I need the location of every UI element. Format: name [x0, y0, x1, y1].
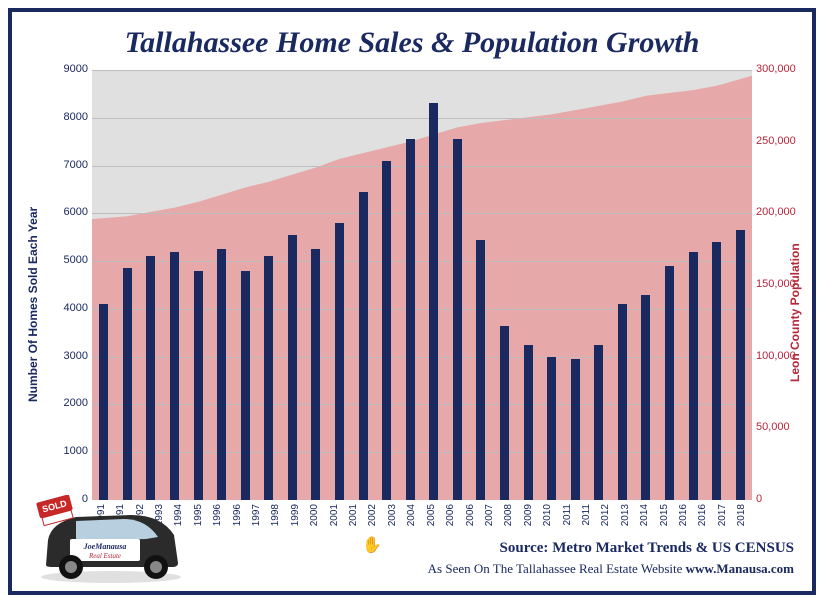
bar [571, 359, 580, 500]
svg-text:JoeManausa: JoeManausa [83, 542, 127, 551]
grid-line [92, 452, 752, 453]
x-tick: 1996 [232, 504, 243, 526]
bar [382, 161, 391, 500]
bar [217, 249, 226, 500]
grid-line [92, 70, 752, 71]
grid-line [92, 357, 752, 358]
y-left-tick: 2000 [50, 397, 88, 409]
bar [311, 249, 320, 500]
bar [736, 230, 745, 500]
plot-area [92, 70, 752, 500]
bar [288, 235, 297, 500]
y-right-tick: 100,000 [756, 350, 796, 362]
bar [194, 271, 203, 500]
source-prefix: Source: [500, 540, 553, 556]
x-tick: 2006 [445, 504, 456, 526]
y-left-tick: 7000 [50, 159, 88, 171]
bar [406, 139, 415, 500]
x-tick: 2017 [717, 504, 728, 526]
y-axis-left-title: Number Of Homes Sold Each Year [26, 162, 40, 402]
x-tick: 2006 [465, 504, 476, 526]
seen-on-line: As Seen On The Tallahassee Real Estate W… [428, 561, 794, 577]
x-tick: 1998 [270, 504, 281, 526]
bar [594, 345, 603, 500]
y-left-tick: 9000 [50, 63, 88, 75]
x-tick: 2008 [503, 504, 514, 526]
chart-frame: Tallahassee Home Sales & Population Grow… [8, 8, 816, 595]
x-tick: 2016 [697, 504, 708, 526]
x-tick: 2011 [581, 504, 592, 526]
grid-line [92, 213, 752, 214]
svg-text:Real Estate: Real Estate [88, 552, 121, 560]
grid-line [92, 261, 752, 262]
x-tick: 2011 [562, 504, 573, 526]
bar [453, 139, 462, 500]
x-tick: 2014 [639, 504, 650, 526]
bar [99, 304, 108, 500]
bar [524, 345, 533, 500]
bar [476, 240, 485, 500]
x-tick: 2009 [523, 504, 534, 526]
x-tick: 2016 [678, 504, 689, 526]
y-right-tick: 200,000 [756, 206, 796, 218]
x-tick: 2003 [387, 504, 398, 526]
x-tick: 2012 [600, 504, 611, 526]
x-tick: 2000 [309, 504, 320, 526]
grid-line [92, 404, 752, 405]
hand-icon: ✋ [362, 535, 382, 555]
x-tick: 1999 [290, 504, 301, 526]
y-left-tick: 3000 [50, 350, 88, 362]
x-tick: 2004 [406, 504, 417, 526]
bar [264, 256, 273, 500]
x-tick: 2015 [659, 504, 670, 526]
y-right-tick: 300,000 [756, 63, 796, 75]
y-left-tick: 5000 [50, 254, 88, 266]
bar [665, 266, 674, 500]
bar [712, 242, 721, 500]
x-tick: 2005 [426, 504, 437, 526]
x-tick: 2002 [367, 504, 378, 526]
grid-line [92, 118, 752, 119]
bar [123, 268, 132, 500]
bar [359, 192, 368, 500]
x-tick: 2013 [620, 504, 631, 526]
bar [335, 223, 344, 500]
bar [429, 103, 438, 500]
y-left-tick: 1000 [50, 445, 88, 457]
bar [500, 326, 509, 500]
bar [146, 256, 155, 500]
grid-line [92, 309, 752, 310]
grid-line [92, 166, 752, 167]
x-tick: 1997 [251, 504, 262, 526]
source-text: Metro Market Trends & US CENSUS [552, 540, 794, 556]
y-right-tick: 150,000 [756, 278, 796, 290]
seen-on-text: As Seen On The Tallahassee Real Estate W… [428, 561, 686, 576]
x-tick: 1996 [212, 504, 223, 526]
bar [641, 295, 650, 500]
x-tick: 2007 [484, 504, 495, 526]
x-tick: 2010 [542, 504, 553, 526]
bar [241, 271, 250, 500]
y-right-tick: 0 [756, 493, 762, 505]
chart-title: Tallahassee Home Sales & Population Grow… [12, 26, 812, 60]
x-tick: 2001 [329, 504, 340, 526]
x-tick: 2018 [736, 504, 747, 526]
x-tick: 2001 [348, 504, 359, 526]
population-area [92, 70, 752, 500]
y-left-tick: 8000 [50, 111, 88, 123]
bar [689, 252, 698, 500]
y-right-tick: 50,000 [756, 421, 790, 433]
bar [547, 357, 556, 500]
y-right-tick: 250,000 [756, 135, 796, 147]
bar [618, 304, 627, 500]
source-line: Source: Metro Market Trends & US CENSUS [500, 540, 794, 557]
y-left-tick: 4000 [50, 302, 88, 314]
brand-car-logo: JoeManausa Real Estate SOLD [26, 495, 196, 585]
y-left-tick: 6000 [50, 206, 88, 218]
seen-on-url[interactable]: www.Manausa.com [686, 561, 794, 576]
bar [170, 252, 179, 500]
